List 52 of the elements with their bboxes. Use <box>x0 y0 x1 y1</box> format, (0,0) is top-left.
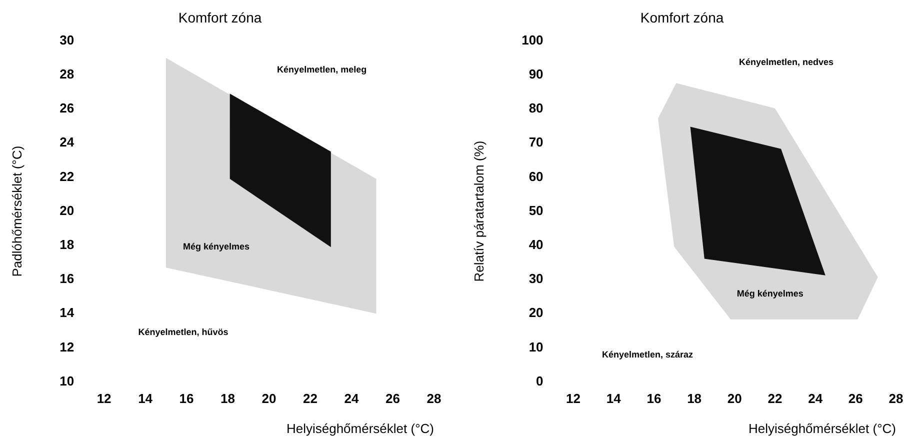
chart-title: Komfort zóna <box>640 9 724 26</box>
y-tick-label: 70 <box>528 134 544 150</box>
y-tick-label: 24 <box>60 134 75 150</box>
x-tick-label: 20 <box>727 391 742 406</box>
x-tick-label: 24 <box>808 391 824 406</box>
y-tick-label: 18 <box>60 236 74 252</box>
y-tick-label: 30 <box>528 271 544 286</box>
x-tick-label: 22 <box>303 391 318 406</box>
y-tick-label: 10 <box>60 373 74 388</box>
annotation: Kényelmetlen, meleg <box>277 64 367 74</box>
x-tick-label: 20 <box>262 391 276 406</box>
y-tick-label: 100 <box>522 32 544 48</box>
x-tick-label: 26 <box>848 391 863 406</box>
x-tick-label: 14 <box>138 391 154 406</box>
y-tick-label: 40 <box>528 236 544 252</box>
x-tick-label: 16 <box>179 391 194 406</box>
x-tick-label: 14 <box>606 391 622 406</box>
y-tick-label: 22 <box>60 168 74 184</box>
x-tick-label: 28 <box>426 391 442 406</box>
x-axis-title: Helyiséghőmérséklet (°C) <box>748 420 896 436</box>
y-tick-label: 20 <box>60 202 74 218</box>
x-tick-label: 24 <box>344 391 360 406</box>
annotation: Kényelmetlen, hűvös <box>138 326 228 337</box>
y-tick-label: 90 <box>528 66 544 82</box>
y-axis-title: Relatív páratartalom (%) <box>471 140 486 282</box>
annotation: Még kényelmes <box>182 242 250 252</box>
y-axis-title: Padlóhőmérséklet (°C) <box>9 146 24 277</box>
y-tick-label: 14 <box>60 305 75 320</box>
x-tick-label: 22 <box>768 391 782 406</box>
y-tick-label: 26 <box>60 100 74 116</box>
x-axis-title: Helyiséghőmérséklet (°C) <box>286 420 434 436</box>
y-tick-label: 30 <box>60 32 74 48</box>
y-tick-label: 80 <box>528 100 544 116</box>
chart-title: Komfort zóna <box>178 9 262 26</box>
y-tick-label: 20 <box>528 305 544 320</box>
annotation: Kényelmetlen, nedves <box>739 57 834 68</box>
y-tick-label: 28 <box>60 66 74 82</box>
x-tick-label: 12 <box>96 391 112 406</box>
x-tick-label: 28 <box>888 391 904 406</box>
y-tick-label: 0 <box>536 373 544 388</box>
annotation: Még kényelmes <box>736 288 804 299</box>
x-tick-label: 12 <box>566 391 581 406</box>
annotation: Kényelmetlen, száraz <box>602 349 694 360</box>
y-tick-label: 10 <box>528 339 544 354</box>
y-tick-label: 12 <box>60 339 74 354</box>
x-tick-label: 16 <box>646 391 662 406</box>
y-tick-label: 60 <box>528 168 544 184</box>
x-tick-label: 18 <box>687 391 702 406</box>
x-tick-label: 18 <box>220 391 236 406</box>
x-tick-label: 26 <box>386 391 400 406</box>
y-tick-label: 50 <box>528 202 544 218</box>
y-tick-label: 16 <box>60 271 74 286</box>
